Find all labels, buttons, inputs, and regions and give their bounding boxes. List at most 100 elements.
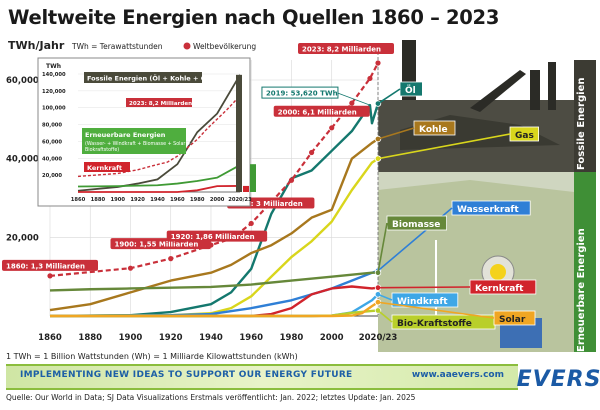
series-label-biomass: Biomasse	[377, 215, 447, 273]
inset-nuclear-label-box	[84, 162, 130, 172]
inset-y-tick-label: 120,000	[42, 89, 66, 95]
series-label-leader	[377, 222, 388, 273]
population-label: 2023: 8,2 Milliarden	[298, 43, 394, 54]
inset-renewable-detail-text-1: (Wasser- + Windkraft + Biomasse + Solar …	[85, 141, 191, 147]
population-point	[168, 256, 174, 262]
inset-fossil-label-text: Fossile Energien (Öl + Kohle + Gas)	[87, 74, 217, 83]
population-label-text: 1920: 1,86 Milliarden	[171, 233, 255, 241]
series-line-coal	[49, 137, 379, 312]
legend-population-dot	[183, 42, 191, 50]
series-label-text: Kohle	[419, 125, 448, 135]
inset-renewable-label: Erneuerbare Energien (Wasser- + Windkraft…	[82, 128, 191, 154]
inset-y-tick-label: 80,000	[42, 123, 62, 129]
x-tick-label: 1940	[199, 333, 223, 343]
series-label-text: Biomasse	[392, 220, 440, 230]
excavator-icon	[470, 70, 526, 112]
inset-population-line	[77, 93, 241, 178]
population-label-text: 1960: 3 Milliarden	[231, 200, 303, 208]
population-point	[127, 265, 134, 271]
page-title: Weltweite Energien nach Quellen 1860 – 2…	[8, 6, 500, 29]
inset-fossil-label-box	[84, 72, 202, 83]
x-tick-label: 1860	[38, 333, 62, 343]
inset-bar-renewable	[250, 164, 256, 192]
inset-renewable-detail-text-2: Biokraftstoffe)	[85, 147, 119, 153]
inset-x-tick-label: 2000	[210, 197, 225, 203]
population-point	[308, 149, 315, 156]
population-label-text: 2000: 6,1 Milliarden	[278, 108, 357, 116]
refinery-tower-icon	[530, 70, 540, 110]
inset-x-tick-label: 1920	[130, 197, 145, 203]
inset-fossil-label: Fossile Energien (Öl + Kohle + Gas)	[84, 72, 217, 83]
inset-x-tick-label: 1880	[91, 197, 106, 203]
annotation-2019-leader	[337, 92, 371, 106]
population-point	[47, 273, 53, 279]
inset-nuclear-label-text: Kernkraft	[87, 164, 122, 172]
inset-bar-fossil	[236, 74, 242, 192]
population-point	[349, 100, 355, 106]
inset-x-tick-label: 1860	[71, 197, 86, 203]
slogan-banner: IMPLEMENTING NEW IDEAS TO SUPPORT OUR EN…	[6, 364, 518, 390]
series-label-leader	[377, 88, 401, 105]
inset-x-tick-label: 1940	[150, 197, 165, 203]
inset-renewable-label-box	[82, 128, 186, 154]
x-tick-label: 1920	[159, 333, 183, 343]
y-axis-unit-label: TWh/Jahr	[8, 39, 65, 52]
inset-nuclear-label: Kernkraft	[84, 162, 130, 172]
series-label-leader	[377, 301, 495, 319]
series-label-text: Solar	[499, 315, 526, 325]
annotation-2019-box	[261, 86, 339, 99]
series-label-oil: Öl	[377, 81, 423, 105]
twh-definition-note: 1 TWh = 1 Billion Wattstunden (Wh) = 1 M…	[6, 352, 298, 361]
inset-y-unit: TWh	[46, 63, 61, 70]
x-tick-label: 1980	[280, 333, 304, 343]
side-label-fossil: Fossile Energien	[576, 77, 587, 170]
population-label-box	[273, 105, 370, 117]
x-tick-label: 1960	[239, 333, 263, 343]
series-label-text: Windkraft	[397, 297, 448, 307]
series-label-leader	[377, 127, 415, 140]
population-label: 1860: 1,3 Milliarden	[2, 259, 98, 271]
refinery-chimney-icon	[548, 62, 556, 110]
renewable-side-bar	[574, 172, 596, 352]
x-tick-label: 1900	[119, 333, 143, 343]
energy-chart: 1860 1880 1900 1920 1940 1960 1980 2000 2020/232…	[2, 40, 596, 352]
radiation-symbol-icon	[490, 264, 506, 280]
series-label-biofuel: Bio-Kraftstoffe	[377, 309, 496, 330]
inset-pop-label-text: 2023: 8,2 Milliarden	[129, 101, 192, 107]
inset-y-tick-label: 40,000	[42, 156, 62, 162]
side-label-renewable: Erneuerbare Energien	[576, 228, 587, 352]
legend-unit-note: TWh = Terawattstunden	[72, 42, 163, 51]
annotation-2019-text: 2019: 53,620 TWh	[266, 90, 338, 98]
series-label-gas: Gas	[377, 126, 540, 160]
inset-x-tick-label: 1980	[190, 197, 205, 203]
series-label-coal: Kohle	[377, 120, 456, 140]
inset-bar-nuclear	[243, 185, 249, 192]
population-label-box	[298, 43, 394, 54]
series-label-text: Gas	[515, 131, 534, 141]
x-tick-label: 2000	[320, 333, 344, 343]
population-label-box	[166, 230, 268, 242]
inset-pop-label-box	[126, 98, 192, 107]
population-label-text: 1900: 1,55 Milliarden	[114, 241, 198, 249]
x-tick-label: 2020/23	[359, 333, 398, 343]
inset-x-tick-label: 2020/23	[228, 197, 252, 203]
banner-website-link[interactable]: www.aaevers.com	[411, 370, 504, 380]
series-label-wind: Windkraft	[377, 292, 459, 308]
series-label-leader	[377, 286, 471, 289]
series-label-leader	[377, 309, 393, 323]
series-line-solar	[50, 301, 379, 318]
evers-logo: EVERS	[516, 366, 600, 392]
series-label-leader	[377, 293, 393, 301]
population-point	[367, 75, 373, 82]
inset-y-tick-label: 60,000	[42, 139, 62, 145]
series-label-solar: Solar	[377, 301, 536, 326]
inset-pop-label: 2023: 8,2 Milliarden	[126, 98, 192, 107]
y-tick-label: 20,000	[6, 233, 39, 243]
fossil-side-bar	[574, 60, 596, 172]
series-label-text: Bio-Kraftstoffe	[397, 319, 472, 329]
inset-y-tick-label: 20,000	[42, 173, 62, 179]
series-label-text: Kernkraft	[475, 284, 524, 294]
population-point	[375, 60, 381, 66]
population-point	[329, 125, 335, 131]
series-label-text: Öl	[405, 85, 416, 96]
